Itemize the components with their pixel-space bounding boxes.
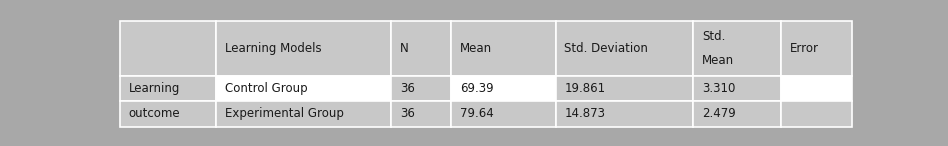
Bar xyxy=(451,101,556,127)
Bar xyxy=(120,101,216,127)
Bar xyxy=(451,21,556,76)
Bar xyxy=(556,21,693,76)
Text: 36: 36 xyxy=(400,82,415,95)
Text: Std. Deviation: Std. Deviation xyxy=(564,42,648,55)
Text: Learning Models: Learning Models xyxy=(225,42,321,55)
Text: 14.873: 14.873 xyxy=(564,107,606,120)
Bar xyxy=(693,21,781,76)
Text: Std.: Std. xyxy=(702,30,725,43)
Bar xyxy=(781,21,851,76)
Bar xyxy=(120,21,216,76)
Bar xyxy=(781,101,851,127)
Text: 36: 36 xyxy=(400,107,415,120)
Bar xyxy=(556,76,693,101)
Text: 79.64: 79.64 xyxy=(460,107,494,120)
Bar xyxy=(693,76,781,101)
Text: N: N xyxy=(400,42,409,55)
Text: Experimental Group: Experimental Group xyxy=(225,107,343,120)
Text: Control Group: Control Group xyxy=(225,82,307,95)
Bar xyxy=(216,101,392,127)
Bar xyxy=(216,76,392,101)
Bar xyxy=(451,76,556,101)
Text: Mean: Mean xyxy=(702,54,734,67)
Bar xyxy=(392,101,451,127)
Bar xyxy=(120,76,216,101)
Text: 3.310: 3.310 xyxy=(702,82,736,95)
Bar xyxy=(392,76,451,101)
Text: outcome: outcome xyxy=(129,107,180,120)
Bar xyxy=(216,21,392,76)
Text: 69.39: 69.39 xyxy=(460,82,494,95)
Text: Learning: Learning xyxy=(129,82,180,95)
Bar xyxy=(781,76,851,101)
Text: 19.861: 19.861 xyxy=(564,82,606,95)
Text: 2.479: 2.479 xyxy=(702,107,736,120)
Text: Error: Error xyxy=(790,42,818,55)
Bar xyxy=(392,21,451,76)
Text: Mean: Mean xyxy=(460,42,492,55)
Bar xyxy=(693,101,781,127)
Bar xyxy=(556,101,693,127)
